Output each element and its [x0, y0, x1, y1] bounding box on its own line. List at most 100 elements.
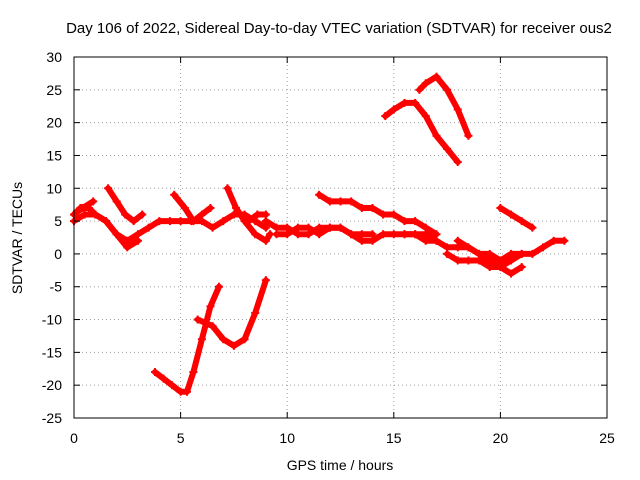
data-point — [219, 217, 228, 226]
data-point — [208, 322, 217, 331]
series-track-2 — [70, 210, 142, 252]
data-point — [129, 217, 138, 226]
data-point — [176, 217, 185, 226]
data-point — [151, 368, 160, 377]
data-point — [528, 223, 537, 232]
chart-title: Day 106 of 2022, Sidereal Day-to-day VTE… — [66, 20, 612, 37]
data-point — [464, 243, 473, 252]
data-point — [432, 236, 441, 245]
data-point — [411, 217, 420, 226]
data-point — [325, 197, 334, 206]
data-point — [168, 381, 177, 390]
data-point — [421, 79, 430, 88]
data-point — [214, 282, 223, 291]
x-tick-label: 20 — [493, 430, 509, 446]
data-point — [315, 230, 324, 239]
series-track-16 — [415, 72, 473, 140]
data-point — [251, 230, 260, 239]
data-point — [517, 263, 526, 272]
data-point — [421, 236, 430, 245]
data-point — [443, 144, 452, 153]
y-tick-label: 30 — [46, 49, 62, 65]
data-point — [464, 131, 473, 140]
data-point — [496, 203, 505, 212]
data-point — [453, 256, 462, 265]
y-tick-label: 25 — [46, 82, 62, 98]
data-point — [133, 236, 142, 245]
data-point — [229, 341, 238, 350]
data-point — [78, 203, 87, 212]
grid-lines — [74, 57, 607, 418]
data-point — [180, 203, 189, 212]
data-point — [261, 236, 270, 245]
series-track-13 — [453, 236, 526, 278]
data-point — [272, 230, 281, 239]
data-point — [507, 256, 516, 265]
data-point — [251, 308, 260, 317]
data-point — [89, 197, 98, 206]
y-tick-label: -5 — [50, 279, 63, 295]
data-point — [453, 105, 462, 114]
data-point — [315, 190, 324, 199]
data-point — [453, 158, 462, 167]
data-point — [336, 197, 345, 206]
data-point — [560, 236, 569, 245]
data-point — [368, 203, 377, 212]
x-tick-label: 0 — [70, 430, 78, 446]
data-point — [206, 203, 215, 212]
data-point — [411, 230, 420, 239]
data-point — [304, 223, 313, 232]
x-tick-labels: 0 5 10 15 20 25 — [70, 430, 615, 446]
data-point — [517, 249, 526, 258]
series-line — [382, 99, 461, 165]
data-point — [357, 230, 366, 239]
data-point — [368, 230, 377, 239]
plot-frame — [73, 56, 608, 419]
data-point — [170, 190, 179, 199]
data-point — [232, 203, 241, 212]
data-point — [381, 112, 390, 121]
data-point — [496, 263, 505, 272]
data-point — [121, 210, 130, 219]
data-point — [549, 236, 558, 245]
data-point — [485, 256, 494, 265]
data-point — [189, 368, 198, 377]
y-tick-label: 10 — [46, 180, 62, 196]
y-tick-label: 20 — [46, 115, 62, 131]
data-point — [507, 210, 516, 219]
x-tick-label: 5 — [177, 430, 185, 446]
data-point — [91, 210, 100, 219]
data-point — [240, 335, 249, 344]
data-point — [261, 217, 270, 226]
data-point — [219, 335, 228, 344]
data-point — [138, 210, 147, 219]
data-point — [155, 217, 164, 226]
series-track-4 — [104, 184, 147, 226]
data-point — [336, 223, 345, 232]
y-tick-label: -25 — [42, 410, 62, 426]
y-tick-label: 0 — [54, 246, 62, 262]
x-tick-label: 25 — [599, 430, 615, 446]
y-tick-label: -15 — [42, 344, 62, 360]
data-point — [197, 210, 206, 219]
data-point — [389, 210, 398, 219]
data-point — [389, 230, 398, 239]
data-point — [411, 98, 420, 107]
data-point — [389, 105, 398, 114]
data-point — [517, 217, 526, 226]
data-point — [443, 249, 452, 258]
data-point — [159, 374, 168, 383]
data-point — [229, 210, 238, 219]
data-point — [357, 203, 366, 212]
data-point — [379, 230, 388, 239]
data-point — [165, 217, 174, 226]
data-point — [347, 230, 356, 239]
y-axis-title: SDTVAR / TECUs — [9, 182, 25, 294]
series-track-14 — [496, 203, 537, 232]
series-track-10 — [315, 190, 441, 239]
data-point — [261, 276, 270, 285]
series-track-5 — [170, 190, 215, 226]
data-point — [104, 184, 113, 193]
